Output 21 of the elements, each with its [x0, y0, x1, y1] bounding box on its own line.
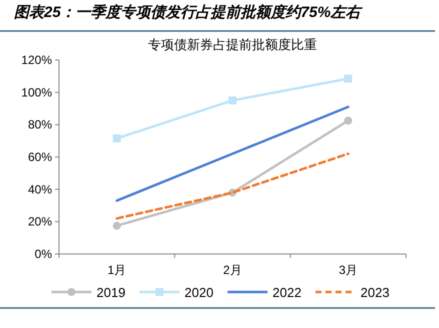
point: [112, 222, 121, 230]
point: [228, 96, 236, 104]
point: [344, 74, 352, 83]
y-tick-label: 20%: [28, 214, 52, 229]
x-tick-label: 1月: [107, 263, 126, 277]
legend-label: 2022: [272, 285, 302, 300]
y-tick-label: 120%: [21, 53, 52, 67]
chart-subtitle: 专项债新券占提前批额度比重: [148, 37, 317, 53]
point: [112, 134, 121, 142]
chart-title: 图表25：一季度专项债发行占提前批额度约75%左右: [14, 3, 364, 21]
x-tick-label: 2月: [223, 263, 242, 277]
point: [344, 116, 352, 125]
y-tick-label: 100%: [21, 85, 52, 100]
y-tick-label: 60%: [28, 150, 52, 164]
y-tick-label: 0%: [34, 247, 52, 261]
y-tick-label: 40%: [28, 182, 52, 196]
x-tick-label: 3月: [338, 263, 358, 277]
legend-label: 2023: [360, 285, 390, 300]
legend-label: 2020: [184, 285, 214, 300]
legend-label: 2019: [96, 285, 126, 300]
y-tick-label: 80%: [28, 118, 52, 132]
